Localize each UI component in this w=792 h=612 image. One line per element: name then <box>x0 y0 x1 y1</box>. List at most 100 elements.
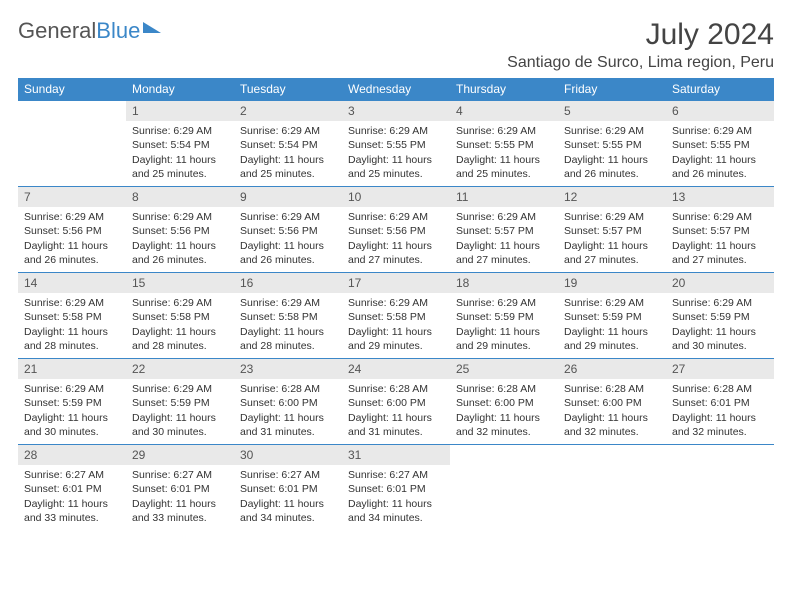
logo-text-2: Blue <box>96 18 140 44</box>
day-number: 21 <box>18 359 126 379</box>
weekday-header: Friday <box>558 78 666 101</box>
weekday-header: Thursday <box>450 78 558 101</box>
day-content: Sunrise: 6:29 AMSunset: 5:57 PMDaylight:… <box>450 207 558 271</box>
weekday-header: Saturday <box>666 78 774 101</box>
day-content: Sunrise: 6:29 AMSunset: 5:59 PMDaylight:… <box>18 379 126 443</box>
day-number: 13 <box>666 187 774 207</box>
calendar-cell: 18Sunrise: 6:29 AMSunset: 5:59 PMDayligh… <box>450 273 558 359</box>
day-number: 28 <box>18 445 126 465</box>
calendar-cell: 21Sunrise: 6:29 AMSunset: 5:59 PMDayligh… <box>18 359 126 445</box>
day-content: Sunrise: 6:28 AMSunset: 6:00 PMDaylight:… <box>342 379 450 443</box>
day-number: 10 <box>342 187 450 207</box>
day-content: Sunrise: 6:29 AMSunset: 5:57 PMDaylight:… <box>666 207 774 271</box>
calendar-cell: 16Sunrise: 6:29 AMSunset: 5:58 PMDayligh… <box>234 273 342 359</box>
calendar-week-row: 21Sunrise: 6:29 AMSunset: 5:59 PMDayligh… <box>18 359 774 445</box>
calendar-week-row: 1Sunrise: 6:29 AMSunset: 5:54 PMDaylight… <box>18 101 774 187</box>
calendar-cell: 23Sunrise: 6:28 AMSunset: 6:00 PMDayligh… <box>234 359 342 445</box>
day-number: 19 <box>558 273 666 293</box>
weekday-header: Wednesday <box>342 78 450 101</box>
calendar-cell: 12Sunrise: 6:29 AMSunset: 5:57 PMDayligh… <box>558 187 666 273</box>
calendar-cell: 8Sunrise: 6:29 AMSunset: 5:56 PMDaylight… <box>126 187 234 273</box>
calendar-cell: 25Sunrise: 6:28 AMSunset: 6:00 PMDayligh… <box>450 359 558 445</box>
weekday-header: Monday <box>126 78 234 101</box>
calendar-cell: 7Sunrise: 6:29 AMSunset: 5:56 PMDaylight… <box>18 187 126 273</box>
calendar-cell <box>18 101 126 187</box>
calendar-cell: 6Sunrise: 6:29 AMSunset: 5:55 PMDaylight… <box>666 101 774 187</box>
day-number: 5 <box>558 101 666 121</box>
calendar-cell: 10Sunrise: 6:29 AMSunset: 5:56 PMDayligh… <box>342 187 450 273</box>
weekday-header: Tuesday <box>234 78 342 101</box>
title-block: July 2024 Santiago de Surco, Lima region… <box>507 18 774 72</box>
day-number: 16 <box>234 273 342 293</box>
day-content: Sunrise: 6:28 AMSunset: 6:00 PMDaylight:… <box>450 379 558 443</box>
day-content: Sunrise: 6:28 AMSunset: 6:00 PMDaylight:… <box>234 379 342 443</box>
calendar-cell: 4Sunrise: 6:29 AMSunset: 5:55 PMDaylight… <box>450 101 558 187</box>
day-content: Sunrise: 6:29 AMSunset: 5:56 PMDaylight:… <box>126 207 234 271</box>
day-content: Sunrise: 6:29 AMSunset: 5:59 PMDaylight:… <box>666 293 774 357</box>
calendar-cell <box>558 445 666 531</box>
calendar-cell: 17Sunrise: 6:29 AMSunset: 5:58 PMDayligh… <box>342 273 450 359</box>
day-content: Sunrise: 6:28 AMSunset: 6:00 PMDaylight:… <box>558 379 666 443</box>
day-number: 15 <box>126 273 234 293</box>
day-content: Sunrise: 6:29 AMSunset: 5:55 PMDaylight:… <box>558 121 666 185</box>
calendar-cell: 1Sunrise: 6:29 AMSunset: 5:54 PMDaylight… <box>126 101 234 187</box>
calendar-week-row: 7Sunrise: 6:29 AMSunset: 5:56 PMDaylight… <box>18 187 774 273</box>
calendar-cell: 2Sunrise: 6:29 AMSunset: 5:54 PMDaylight… <box>234 101 342 187</box>
weekday-header: Sunday <box>18 78 126 101</box>
day-content: Sunrise: 6:27 AMSunset: 6:01 PMDaylight:… <box>18 465 126 529</box>
day-content: Sunrise: 6:29 AMSunset: 5:55 PMDaylight:… <box>450 121 558 185</box>
day-content: Sunrise: 6:29 AMSunset: 5:58 PMDaylight:… <box>18 293 126 357</box>
day-number: 6 <box>666 101 774 121</box>
day-number: 4 <box>450 101 558 121</box>
calendar-cell <box>666 445 774 531</box>
day-number: 23 <box>234 359 342 379</box>
day-number: 9 <box>234 187 342 207</box>
calendar-cell: 22Sunrise: 6:29 AMSunset: 5:59 PMDayligh… <box>126 359 234 445</box>
day-number: 17 <box>342 273 450 293</box>
day-number: 1 <box>126 101 234 121</box>
day-content: Sunrise: 6:29 AMSunset: 5:56 PMDaylight:… <box>234 207 342 271</box>
calendar-cell: 28Sunrise: 6:27 AMSunset: 6:01 PMDayligh… <box>18 445 126 531</box>
day-number: 24 <box>342 359 450 379</box>
calendar-cell: 13Sunrise: 6:29 AMSunset: 5:57 PMDayligh… <box>666 187 774 273</box>
day-content: Sunrise: 6:27 AMSunset: 6:01 PMDaylight:… <box>126 465 234 529</box>
day-content: Sunrise: 6:29 AMSunset: 5:59 PMDaylight:… <box>450 293 558 357</box>
day-content: Sunrise: 6:29 AMSunset: 5:55 PMDaylight:… <box>342 121 450 185</box>
calendar-cell: 20Sunrise: 6:29 AMSunset: 5:59 PMDayligh… <box>666 273 774 359</box>
day-number: 18 <box>450 273 558 293</box>
day-content: Sunrise: 6:29 AMSunset: 5:57 PMDaylight:… <box>558 207 666 271</box>
day-number: 8 <box>126 187 234 207</box>
calendar-cell: 3Sunrise: 6:29 AMSunset: 5:55 PMDaylight… <box>342 101 450 187</box>
calendar-cell: 31Sunrise: 6:27 AMSunset: 6:01 PMDayligh… <box>342 445 450 531</box>
calendar-cell: 5Sunrise: 6:29 AMSunset: 5:55 PMDaylight… <box>558 101 666 187</box>
calendar-cell: 11Sunrise: 6:29 AMSunset: 5:57 PMDayligh… <box>450 187 558 273</box>
calendar-cell: 29Sunrise: 6:27 AMSunset: 6:01 PMDayligh… <box>126 445 234 531</box>
day-number: 26 <box>558 359 666 379</box>
calendar-week-row: 28Sunrise: 6:27 AMSunset: 6:01 PMDayligh… <box>18 445 774 531</box>
calendar-cell: 19Sunrise: 6:29 AMSunset: 5:59 PMDayligh… <box>558 273 666 359</box>
day-number: 20 <box>666 273 774 293</box>
day-number: 2 <box>234 101 342 121</box>
day-content: Sunrise: 6:29 AMSunset: 5:55 PMDaylight:… <box>666 121 774 185</box>
day-number: 14 <box>18 273 126 293</box>
logo: GeneralBlue <box>18 18 161 44</box>
calendar-body: 1Sunrise: 6:29 AMSunset: 5:54 PMDaylight… <box>18 101 774 531</box>
day-content: Sunrise: 6:29 AMSunset: 5:54 PMDaylight:… <box>234 121 342 185</box>
logo-text-1: General <box>18 18 96 44</box>
logo-triangle-icon <box>143 22 161 33</box>
day-content: Sunrise: 6:29 AMSunset: 5:56 PMDaylight:… <box>18 207 126 271</box>
calendar-cell: 24Sunrise: 6:28 AMSunset: 6:00 PMDayligh… <box>342 359 450 445</box>
day-content: Sunrise: 6:27 AMSunset: 6:01 PMDaylight:… <box>342 465 450 529</box>
day-number: 3 <box>342 101 450 121</box>
day-content: Sunrise: 6:29 AMSunset: 5:56 PMDaylight:… <box>342 207 450 271</box>
day-content: Sunrise: 6:29 AMSunset: 5:59 PMDaylight:… <box>558 293 666 357</box>
day-number: 29 <box>126 445 234 465</box>
day-number: 30 <box>234 445 342 465</box>
day-number: 25 <box>450 359 558 379</box>
header: GeneralBlue July 2024 Santiago de Surco,… <box>18 18 774 72</box>
day-number: 22 <box>126 359 234 379</box>
day-content: Sunrise: 6:29 AMSunset: 5:58 PMDaylight:… <box>342 293 450 357</box>
calendar-cell: 27Sunrise: 6:28 AMSunset: 6:01 PMDayligh… <box>666 359 774 445</box>
day-number: 11 <box>450 187 558 207</box>
calendar-cell: 26Sunrise: 6:28 AMSunset: 6:00 PMDayligh… <box>558 359 666 445</box>
